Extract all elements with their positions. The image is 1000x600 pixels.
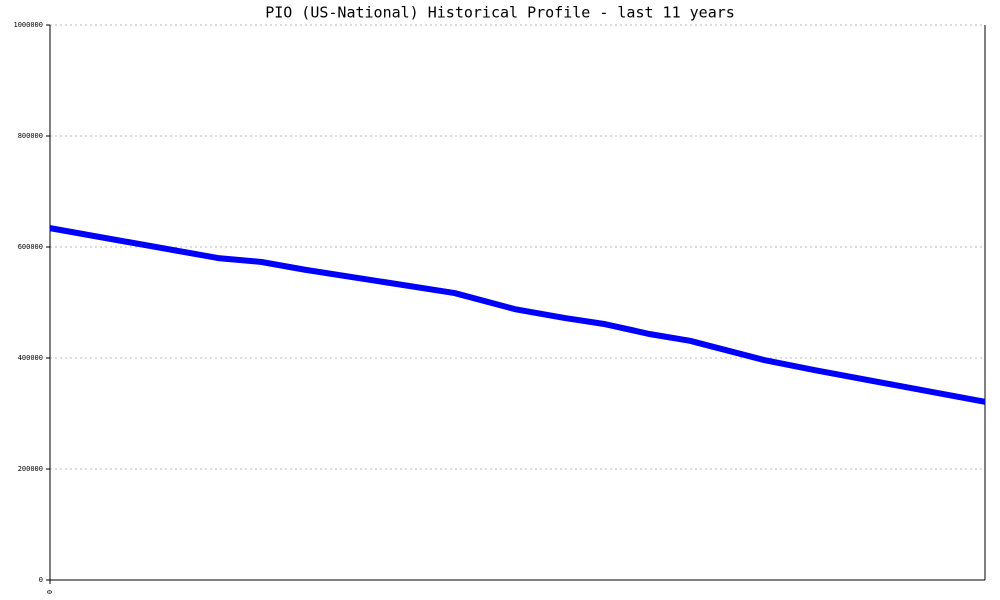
y-tick-label: 600000 xyxy=(18,243,43,251)
y-tick-label: 200000 xyxy=(18,465,43,473)
y-tick-label: 0 xyxy=(39,576,43,584)
chart-title: PIO (US-National) Historical Profile - l… xyxy=(265,4,735,22)
y-tick-label: 1000000 xyxy=(13,21,43,29)
x-tick-label: 0 xyxy=(46,590,54,594)
data-line xyxy=(49,225,986,405)
y-tick-label: 400000 xyxy=(18,354,43,362)
y-tick-label: 800000 xyxy=(18,132,43,140)
